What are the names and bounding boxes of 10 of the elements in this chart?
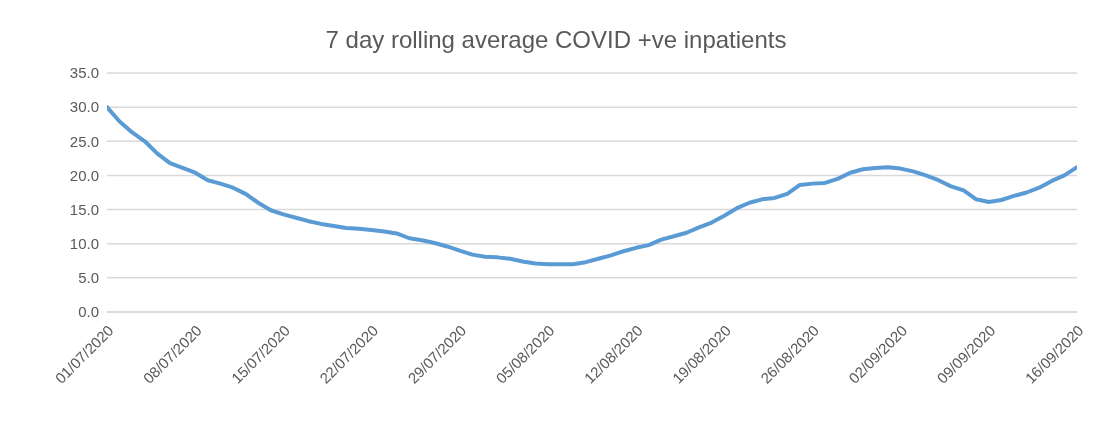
y-tick-label: 35.0 bbox=[69, 64, 99, 82]
y-tick-label: 15.0 bbox=[69, 200, 99, 218]
y-tick-label: 10.0 bbox=[69, 235, 99, 253]
y-tick-label: 5.0 bbox=[78, 269, 99, 287]
y-tick-label: 30.0 bbox=[69, 98, 99, 116]
y-tick-label: 20.0 bbox=[69, 166, 99, 184]
y-tick-label: 25.0 bbox=[69, 132, 99, 150]
line-series bbox=[107, 105, 1077, 267]
y-tick-label: 0.0 bbox=[78, 303, 99, 321]
chart-title: 7 day rolling average COVID +ve inpatients bbox=[324, 26, 788, 54]
